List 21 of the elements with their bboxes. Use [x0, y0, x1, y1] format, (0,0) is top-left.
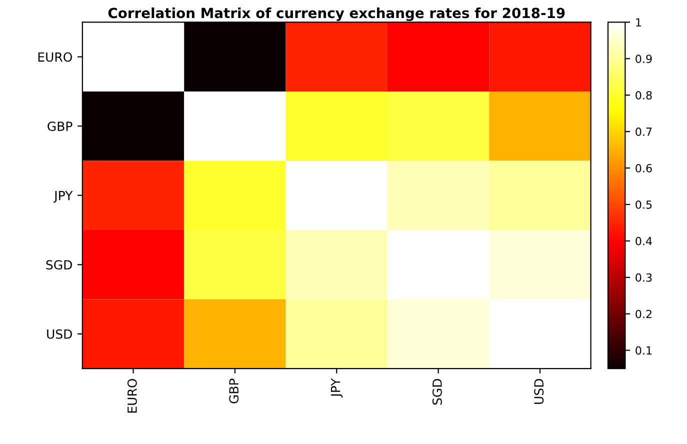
chart-title: Correlation Matrix of currency exchange rates for 2018-19 — [108, 7, 565, 22]
y-tick-label: EURO — [38, 52, 72, 62]
color-bar-label: 0.2 — [636, 310, 652, 318]
color-bar-label: 0.6 — [636, 164, 652, 172]
color-bar-label: 0.7 — [636, 128, 652, 136]
x-tick-label: JPY — [330, 378, 343, 398]
color-bar-label: 0.1 — [636, 346, 652, 355]
x-tick-label: GBP — [229, 378, 239, 404]
y-tick-label: SGD — [46, 260, 72, 270]
color-bar-label: 0.3 — [636, 273, 652, 282]
color-bar-label: 0.8 — [636, 91, 652, 100]
x-tick-label: USD — [534, 378, 544, 404]
y-tick-label: GBP — [48, 122, 72, 132]
x-tick-label: EURO — [127, 378, 137, 413]
y-tick-label: USD — [47, 329, 72, 339]
color-bar-label: 0.4 — [636, 236, 652, 246]
x-tick-label: SGD — [432, 378, 442, 405]
y-tick-label: JPY — [53, 190, 73, 203]
color-bar-label: 0.5 — [636, 200, 652, 209]
color-bar-label: 0.9 — [636, 54, 652, 64]
color-bar-label: 1 — [636, 18, 641, 26]
